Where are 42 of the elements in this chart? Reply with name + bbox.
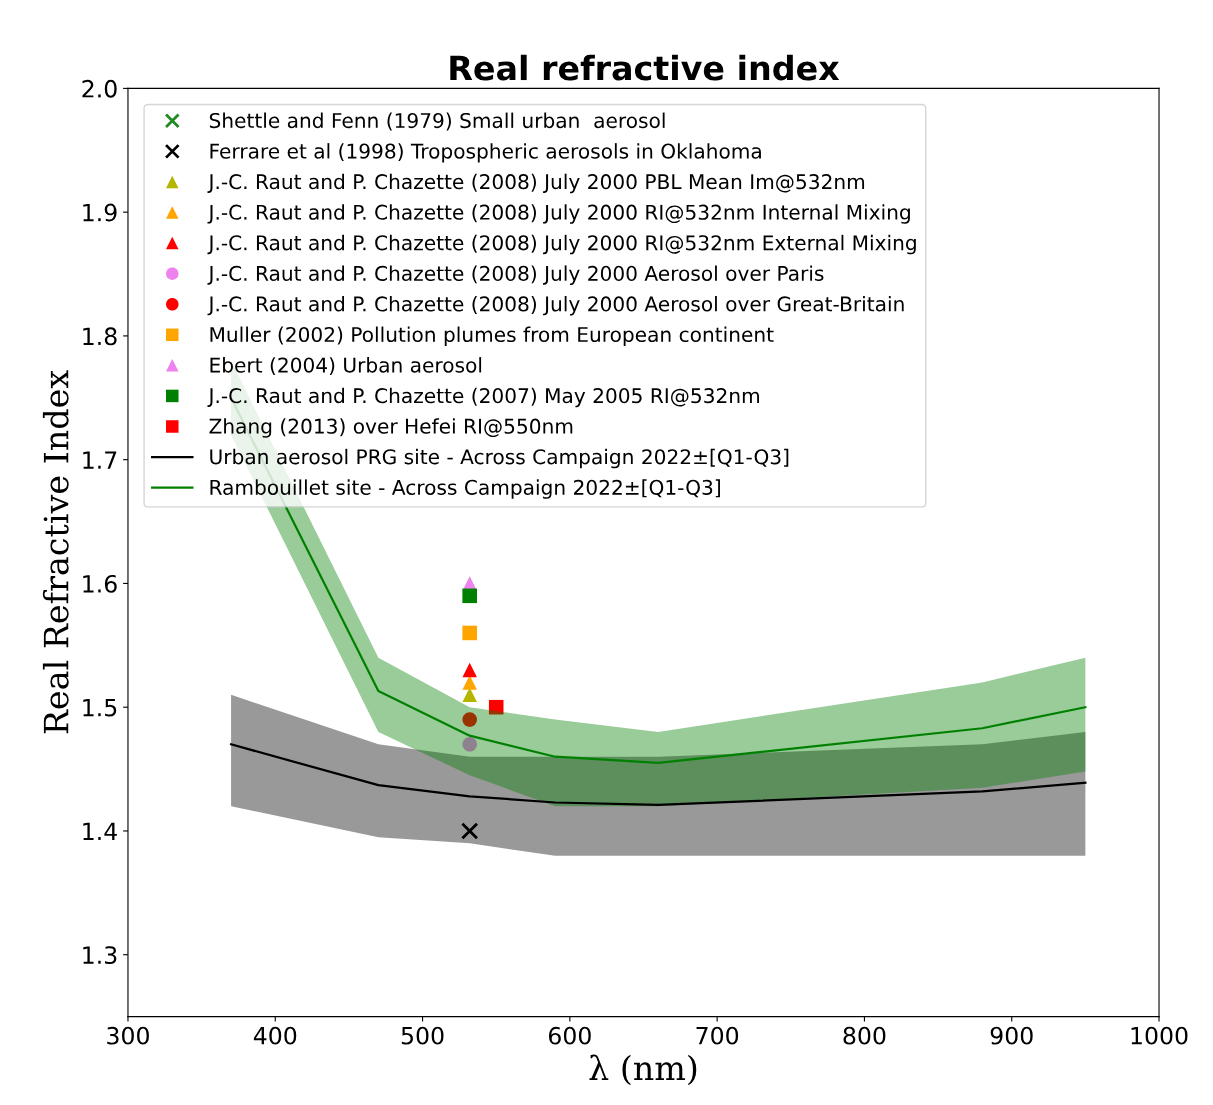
x-tick-label: 900 <box>990 1026 1033 1045</box>
point <box>462 737 477 752</box>
y-tick-label: 1.4 <box>83 822 117 840</box>
point <box>462 625 477 641</box>
point <box>462 712 477 727</box>
point <box>462 675 477 690</box>
x-tick-label: 400 <box>253 1026 297 1045</box>
y-tick-label: 1.8 <box>83 327 117 346</box>
line-series <box>229 743 1087 807</box>
y-tick-label: 2.0 <box>82 79 117 98</box>
point <box>462 687 477 703</box>
y-tick-label: 1.3 <box>83 946 117 965</box>
chart-title: Real refractive index <box>450 54 840 81</box>
point <box>488 699 504 715</box>
x-tick-label: 300 <box>107 1026 149 1045</box>
y-tick-label: 1.9 <box>83 203 117 222</box>
legend-label: J.-C. Raut and P. Chazette (2008) July 2000 PBL Mean Im@532nm <box>207 173 865 194</box>
x-axis-title: λ (nm) <box>589 1054 697 1086</box>
point <box>461 822 479 840</box>
legend-label: Rambouillet site - Across Campaign 2022±[Q1-Q3] <box>210 479 720 499</box>
x-tick-label: 800 <box>843 1026 886 1045</box>
legend-label: Ferrare et al (1998) Tropospheric aerosols in Oklahoma <box>210 143 761 163</box>
legend-label: Muller (2002) Pollution plumes from European continent <box>210 326 774 347</box>
y-axis-title: Real Refractive Index <box>42 370 69 734</box>
legend-label: Ebert (2004) Urban aerosol <box>210 357 482 376</box>
point <box>462 588 477 604</box>
legend-label: Zhang (2013) over Hefei RI@550nm <box>209 418 573 438</box>
x-tick-label: 1000 <box>1131 1026 1188 1045</box>
legend-label: J.-C. Raut and P. Chazette (2008) July 2000 RI@532nm External Mixing <box>207 234 916 255</box>
y-tick-label: 1.6 <box>83 574 117 593</box>
point <box>462 662 477 678</box>
legend-label: J.-C. Raut and P. Chazette (2007) May 2005 RI@532nm <box>207 387 759 408</box>
y-tick-label: 1.5 <box>83 698 117 717</box>
legend-label: Urban aerosol PRG site - Across Campaign 2022±[Q1-Q3] <box>210 448 789 469</box>
y-tick-label: 1.7 <box>83 451 117 469</box>
x-tick-label: 600 <box>548 1026 591 1045</box>
legend-label: Shettle and Fenn (1979) Small urban aerosol <box>209 112 665 131</box>
legend-label: J.-C. Raut and P. Chazette (2008) July 2000 RI@532nm Internal Mixing <box>207 204 910 224</box>
legend-label: J.-C. Raut and P. Chazette (2008) July 2000 Aerosol over Great-Britain <box>207 295 904 316</box>
legend-label: J.-C. Raut and P. Chazette (2008) July 2000 Aerosol over Paris <box>207 265 824 285</box>
x-tick-label: 700 <box>696 1026 739 1045</box>
x-tick-label: 500 <box>401 1026 444 1045</box>
